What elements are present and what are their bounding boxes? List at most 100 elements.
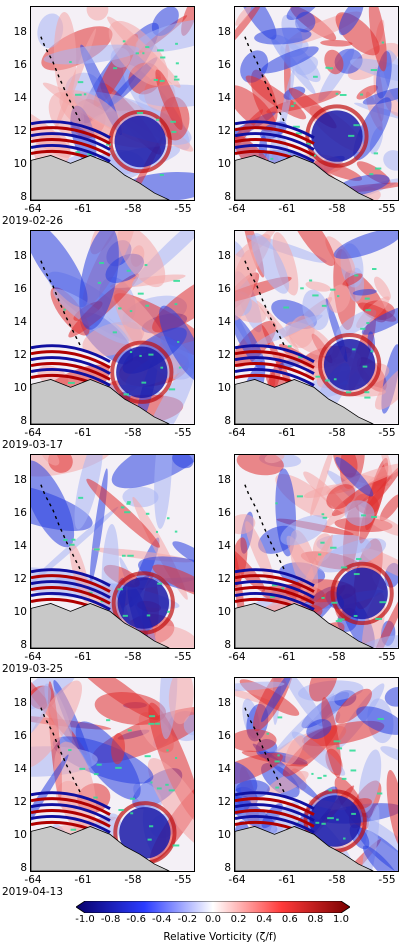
x-tick-label: -64 [228,203,246,215]
vorticity-map-row3-col2 [234,454,399,649]
y-tick-label: 16 [13,59,27,71]
x-tick-label: -55 [174,203,192,215]
x-tick-label: -64 [24,651,42,663]
y-tick-label: 10 [217,382,231,394]
x-tick-label: -61 [278,203,296,215]
row-date-label: 2019-04-13 [2,886,64,898]
colorbar-tick-label: -1.0 [75,914,95,925]
y-tick-label: 18 [13,26,27,38]
y-tick-label: 18 [13,697,27,709]
y-tick-label: 12 [13,125,27,137]
y-tick-label: 12 [217,796,231,808]
y-tick-label: 14 [13,92,27,104]
x-tick-label: -64 [228,651,246,663]
colorbar [75,898,351,914]
y-tick-label: 14 [13,316,27,328]
x-tick-label: -55 [174,427,192,439]
y-tick-label: 16 [217,59,231,71]
x-tick-label: -58 [328,651,346,663]
y-tick-label: 14 [13,540,27,552]
colorbar-gradient [75,900,351,914]
x-tick-label: -58 [124,427,142,439]
vorticity-map-row2-col1 [30,230,195,425]
x-tick-label: -61 [74,427,92,439]
y-tick-label: 8 [20,639,27,651]
colorbar-label: Relative Vorticity (ζ/f) [163,931,277,943]
y-tick-label: 16 [13,730,27,742]
x-tick-label: -64 [24,874,42,886]
y-tick-label: 8 [20,415,27,427]
y-tick-label: 18 [217,697,231,709]
x-tick-label: -64 [24,427,42,439]
y-tick-label: 10 [217,829,231,841]
row-date-label: 2019-03-17 [2,439,64,451]
y-tick-label: 16 [13,283,27,295]
y-tick-label: 8 [224,862,231,874]
y-tick-label: 16 [217,283,231,295]
x-tick-label: -64 [24,203,42,215]
y-tick-label: 12 [13,349,27,361]
y-tick-label: 8 [20,862,27,874]
y-tick-label: 16 [217,730,231,742]
y-tick-label: 10 [217,158,231,170]
colorbar-tick-label: 0.2 [230,914,247,925]
y-tick-label: 8 [224,191,231,203]
y-tick-label: 12 [13,796,27,808]
x-tick-label: -58 [124,874,142,886]
vorticity-map-row2-col2 [234,230,399,425]
y-tick-label: 8 [224,639,231,651]
y-tick-label: 10 [13,606,27,618]
y-tick-label: 14 [217,763,231,775]
x-tick-label: -61 [74,651,92,663]
y-tick-label: 8 [224,415,231,427]
y-tick-label: 16 [13,507,27,519]
x-tick-label: -58 [328,203,346,215]
x-tick-label: -55 [378,427,396,439]
colorbar-tick-label: -0.4 [152,914,172,925]
y-tick-label: 16 [217,507,231,519]
x-tick-label: -61 [278,874,296,886]
x-tick-label: -55 [174,651,192,663]
y-tick-label: 10 [13,158,27,170]
x-tick-label: -55 [378,651,396,663]
y-tick-label: 18 [217,474,231,486]
x-tick-label: -61 [74,203,92,215]
colorbar-tick-label: -0.8 [100,914,121,925]
y-tick-label: 18 [13,474,27,486]
y-tick-label: 14 [217,540,231,552]
y-tick-label: 10 [13,382,27,394]
y-tick-label: 12 [217,125,231,137]
y-tick-label: 10 [13,829,27,841]
x-tick-label: -55 [378,203,396,215]
y-tick-label: 12 [217,349,231,361]
colorbar-tick-label: 0.4 [256,914,273,925]
colorbar-tick-label: 1.0 [333,914,349,925]
x-tick-label: -61 [74,874,92,886]
colorbar-tick-label: -0.2 [177,914,198,925]
y-tick-label: 12 [217,573,231,585]
x-tick-label: -58 [328,427,346,439]
y-tick-label: 8 [20,191,27,203]
row-date-label: 2019-03-25 [2,663,64,675]
y-tick-label: 18 [217,26,231,38]
y-tick-label: 14 [13,763,27,775]
x-tick-label: -64 [228,427,246,439]
colorbar-tick-label: 0.8 [307,914,324,925]
x-tick-label: -55 [174,874,192,886]
row-date-label: 2019-02-26 [2,215,64,227]
vorticity-map-row1-col2 [234,6,399,201]
colorbar-tick-label: -0.6 [126,914,146,925]
colorbar-tick-label: 0.0 [205,914,221,925]
y-tick-label: 14 [217,92,231,104]
vorticity-map-row4-col2 [234,677,399,872]
vorticity-map-row4-col1 [30,677,195,872]
y-tick-label: 18 [13,250,27,262]
x-tick-label: -55 [378,874,396,886]
y-tick-label: 12 [13,573,27,585]
x-tick-label: -61 [278,651,296,663]
y-tick-label: 10 [217,606,231,618]
y-tick-label: 14 [217,316,231,328]
x-tick-label: -58 [124,203,142,215]
vorticity-map-row1-col1 [30,6,195,201]
y-tick-label: 18 [217,250,231,262]
